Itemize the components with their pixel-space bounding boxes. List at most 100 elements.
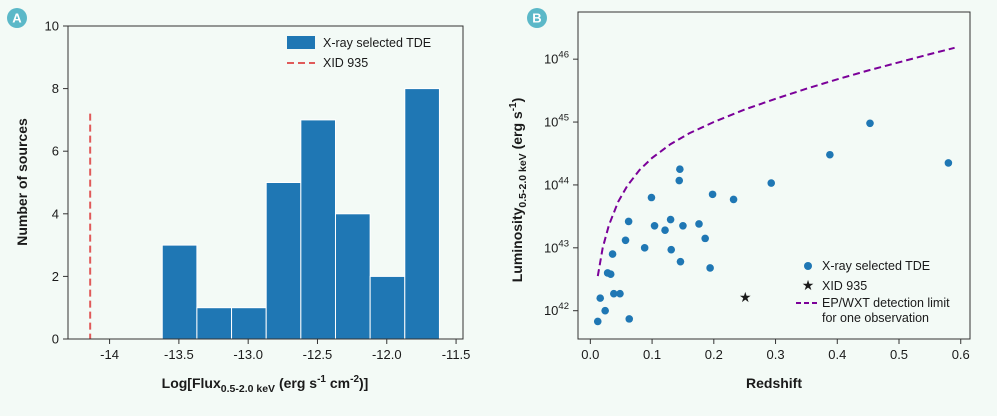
- b-ylabel-end: ): [509, 98, 525, 103]
- x-tick-label: 0.5: [890, 347, 908, 362]
- scatter-point: [610, 289, 618, 298]
- y-tick-label: 6: [52, 144, 59, 159]
- y-tick-label: 1046: [544, 50, 569, 67]
- panel-a-plot-frame: [67, 25, 464, 340]
- tde-scatter-points: [593, 119, 953, 326]
- histogram-bar: [265, 182, 302, 340]
- legend-b-limit-label: EP/WXT detection limit: [822, 296, 950, 310]
- y-tick-base: 10: [544, 303, 558, 318]
- panel-b-x-ticks: 0.0 0.1 0.2 0.3 0.4 0.5 0.6: [581, 339, 970, 362]
- scatter-point: [596, 294, 605, 302]
- scatter-point: [706, 264, 714, 272]
- legend-b-limit-label-2: for one observation: [822, 311, 929, 325]
- scatter-point: [826, 150, 834, 159]
- legend-tde-label: X-ray selected TDE: [323, 36, 431, 50]
- panel-a-x-axis-title: Log[Flux0.5-2.0 keV (erg s-1 cm-2)]: [162, 374, 369, 395]
- panel-a-x-ticks: -14 -13.5 -13.0 -12.5 -12.0 -11.5: [100, 339, 470, 362]
- y-tick-exponent: 45: [558, 113, 569, 124]
- x-tick-label: -14: [100, 347, 119, 362]
- y-tick-base: 10: [544, 240, 558, 255]
- panel-b-x-axis-title: Redshift: [746, 375, 802, 391]
- scatter-point: [676, 165, 684, 174]
- scatter-point: [593, 317, 602, 326]
- x-tick-label: 0.6: [952, 347, 970, 362]
- x-tick-label: -12.5: [303, 347, 333, 362]
- y-tick-exponent: 44: [558, 175, 569, 186]
- scatter-point: [606, 270, 615, 279]
- panel-b: B ★ 0.0 0.1 0.2 0.3 0.4 0.5 0.6 10421043104410…: [508, 8, 971, 391]
- y-tick-label: 1044: [544, 175, 569, 192]
- scatter-point: [608, 250, 617, 258]
- panel-b-label: B: [532, 11, 541, 26]
- panel-b-y-axis-title: Luminosity0.5-2.0 keV (erg s-1): [508, 98, 529, 283]
- x-tick-label: -12.0: [372, 347, 402, 362]
- a-xlabel-end: )]: [359, 375, 368, 391]
- x-tick-label: -13.0: [233, 347, 263, 362]
- scatter-point: [667, 245, 676, 254]
- panel-a-legend: X-ray selected TDE XID 935: [287, 36, 431, 70]
- panel-a-y-axis-title: Number of sources: [14, 118, 30, 246]
- y-tick-label: 2: [52, 269, 59, 284]
- y-tick-label: 8: [52, 81, 59, 96]
- y-tick-label: 4: [52, 206, 59, 221]
- histogram-bar: [404, 88, 440, 340]
- y-tick-base: 10: [544, 115, 558, 130]
- panel-b-plot-frame: [577, 11, 971, 340]
- x-tick-label: 0.0: [581, 347, 599, 362]
- scatter-point: [621, 236, 630, 245]
- legend-star-icon: ★: [802, 277, 815, 293]
- a-xlabel-mid: cm: [326, 375, 350, 391]
- b-ylabel-suffix: (erg s: [509, 111, 525, 153]
- a-xlabel-main: Log[Flux: [162, 375, 221, 391]
- histogram-bar: [231, 307, 267, 340]
- scatter-point: [679, 222, 687, 230]
- legend-b-tde-label: X-ray selected TDE: [822, 259, 930, 273]
- panel-b-badge: [527, 8, 547, 28]
- y-tick-base: 10: [544, 177, 558, 192]
- scatter-point: [666, 215, 675, 224]
- y-tick-label: 10: [45, 19, 59, 34]
- x-tick-label: 0.4: [828, 347, 846, 362]
- panel-a-y-ticks: 0 2 4 6 8 10: [45, 19, 68, 347]
- scatter-point: [650, 222, 659, 230]
- a-xlabel-sub: 0.5-2.0 keV: [221, 383, 275, 395]
- y-tick-label: 1042: [544, 301, 569, 318]
- scatter-point: [625, 315, 634, 323]
- y-tick-label: 1045: [544, 113, 569, 130]
- y-tick-label: 0: [52, 332, 59, 347]
- histogram-bar: [161, 244, 198, 340]
- panel-b-legend: X-ray selected TDE ★ XID 935 EP/WXT dete…: [796, 259, 950, 325]
- scatter-point: [601, 306, 609, 315]
- y-tick-label: 1043: [544, 238, 569, 255]
- x-tick-label: 0.1: [643, 347, 661, 362]
- scatter-point: [944, 159, 953, 167]
- histogram-bar: [369, 275, 406, 340]
- scatter-point: [640, 244, 649, 252]
- detection-limit-curve: [596, 46, 955, 277]
- y-tick-exponent: 42: [558, 301, 569, 312]
- panel-a-badge: [7, 8, 27, 28]
- y-tick-exponent: 46: [558, 50, 569, 61]
- x-tick-label: -11.5: [442, 347, 471, 362]
- b-ylabel-sub: 0.5-2.0 keV: [517, 153, 529, 207]
- xid935-star-marker: ★: [739, 289, 752, 305]
- legend-tde-dot-swatch: [804, 262, 812, 270]
- scatter-point: [624, 217, 633, 226]
- b-ylabel-sup: -1: [508, 102, 519, 111]
- histogram-bar: [334, 213, 371, 340]
- scatter-point: [701, 234, 709, 243]
- histogram-bar: [300, 119, 336, 340]
- scatter-point: [695, 220, 703, 228]
- scatter-point: [616, 289, 624, 298]
- x-tick-label: -13.5: [164, 347, 194, 362]
- scatter-point: [708, 190, 717, 199]
- a-xlabel-suffix: (erg s: [275, 375, 317, 391]
- scatter-point: [866, 119, 874, 128]
- y-tick-exponent: 43: [558, 238, 569, 249]
- y-tick-base: 10: [544, 52, 558, 67]
- scatter-point: [676, 257, 685, 266]
- histogram-bars: [161, 88, 440, 340]
